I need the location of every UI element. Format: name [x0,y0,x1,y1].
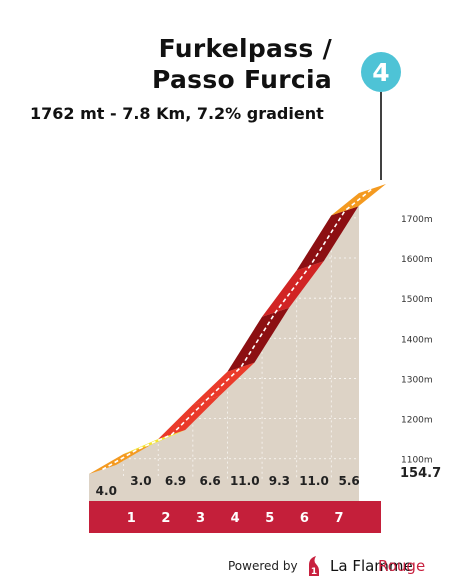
climb-title-line-2: Passo Furcia [152,65,332,94]
gradient-label: 6.9 [165,474,186,488]
base-value-label: 154.7 [400,466,441,481]
climb-title-line-1: Furkelpass / [158,34,332,63]
profile-centerline [102,187,374,471]
gradient-label: 9.3 [269,474,290,488]
elevation-tick-label: 1600m [401,255,433,265]
km-label: 5 [265,511,274,526]
elevation-tick-label: 1300m [401,375,433,385]
svg-text:1: 1 [311,567,317,576]
km-label: 2 [161,511,170,526]
climb-summary: 1762 mt - 7.8 Km, 7.2% gradient [30,104,324,123]
powered-by-label: Powered by [228,559,298,573]
km-band [89,501,381,533]
gradient-label: 3.0 [130,474,151,488]
gradient-label: 11.0 [230,474,260,488]
footer: Powered by 1 La Flamme Rouge [0,556,455,578]
km-label: 6 [300,511,309,526]
gradient-label: 6.6 [200,474,221,488]
km-label: 7 [334,511,343,526]
elevation-tick-label: 1400m [401,335,433,345]
km-label: 3 [196,511,205,526]
km-label: 1 [127,511,136,526]
elevation-tick-label: 1100m [401,456,433,466]
brand-name: La Flamme [330,557,413,575]
gradient-segment [158,395,220,440]
climb-number-badge [361,52,401,92]
km-label: 4 [231,511,240,526]
brand-name-accent: Rouge [378,557,426,575]
elevation-tick-label: 1500m [401,295,433,305]
climb-number: 4 [372,58,389,87]
gradient-label: 4.0 [96,484,117,498]
profile-terrain [89,193,359,501]
gradient-label: 11.0 [299,474,329,488]
flame-logo-icon: 1 [309,556,319,576]
elevation-tick-label: 1200m [401,416,433,426]
gradient-label: 5.6 [339,474,360,488]
elevation-tick-label: 1700m [401,215,433,225]
gradient-segment [89,445,151,474]
